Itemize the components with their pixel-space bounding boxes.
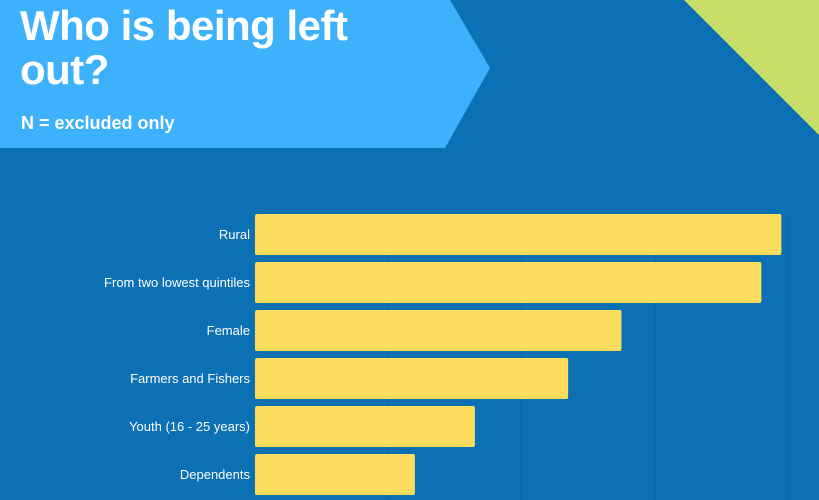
category-label: Female — [207, 323, 250, 338]
category-label: From two lowest quintiles — [104, 275, 250, 290]
title-banner — [0, 0, 490, 148]
category-label: Farmers and Fishers — [130, 371, 250, 386]
bar-from-two-lowest-quintiles — [255, 262, 762, 303]
corner-accent-shape — [684, 0, 819, 135]
bar-youth-16-25-years — [255, 406, 475, 447]
bar-rural — [255, 214, 782, 255]
category-label: Youth (16 - 25 years) — [129, 419, 250, 434]
category-label: Rural — [219, 227, 250, 242]
bar-farmers-and-fishers — [255, 358, 569, 399]
page-title: Who is being left out? — [20, 2, 348, 93]
page-subtitle: N = excluded only — [21, 113, 175, 133]
bar-dependents — [255, 454, 415, 495]
category-label: Dependents — [180, 467, 251, 482]
bar-female — [255, 310, 622, 351]
